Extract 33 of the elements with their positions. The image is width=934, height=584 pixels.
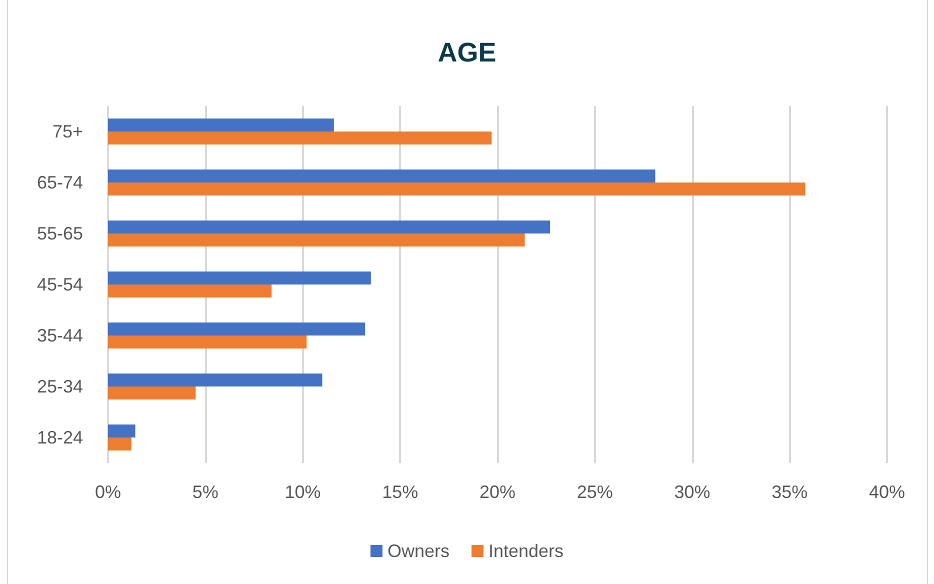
bar	[108, 373, 322, 386]
x-tick-label: 30%	[674, 482, 710, 502]
legend-label: Owners	[387, 541, 450, 561]
y-tick-label: 45-54	[36, 274, 83, 294]
y-tick-label: 35-44	[36, 326, 83, 346]
y-tick-label: 75+	[52, 122, 83, 142]
x-tick-label: 15%	[382, 482, 418, 502]
bar	[108, 284, 272, 298]
bar	[108, 234, 525, 247]
y-tick-label: 55-65	[36, 224, 83, 244]
bar	[108, 182, 806, 196]
y-tick-label: 25-34	[36, 376, 83, 396]
x-tick-label: 40%	[868, 482, 906, 502]
y-tick-label: 18-24	[36, 428, 83, 448]
x-tick-label: 35%	[772, 482, 808, 502]
y-tick-label: 65-74	[36, 172, 83, 192]
bar	[108, 424, 136, 438]
bar	[108, 118, 334, 132]
bar	[108, 220, 550, 234]
x-tick-label: 0%	[94, 482, 122, 502]
bar	[108, 169, 656, 182]
x-tick-label: 10%	[284, 482, 321, 502]
legend-label: Intenders	[488, 541, 564, 561]
x-tick-label: 20%	[479, 482, 516, 502]
bar	[108, 438, 132, 451]
bar	[108, 132, 492, 145]
chart-title: AGE	[438, 38, 496, 68]
bar	[108, 386, 196, 400]
bar	[108, 271, 371, 284]
x-tick-label: 5%	[192, 482, 218, 502]
bar	[108, 322, 366, 336]
bar	[108, 336, 307, 349]
x-tick-label: 25%	[576, 482, 613, 502]
